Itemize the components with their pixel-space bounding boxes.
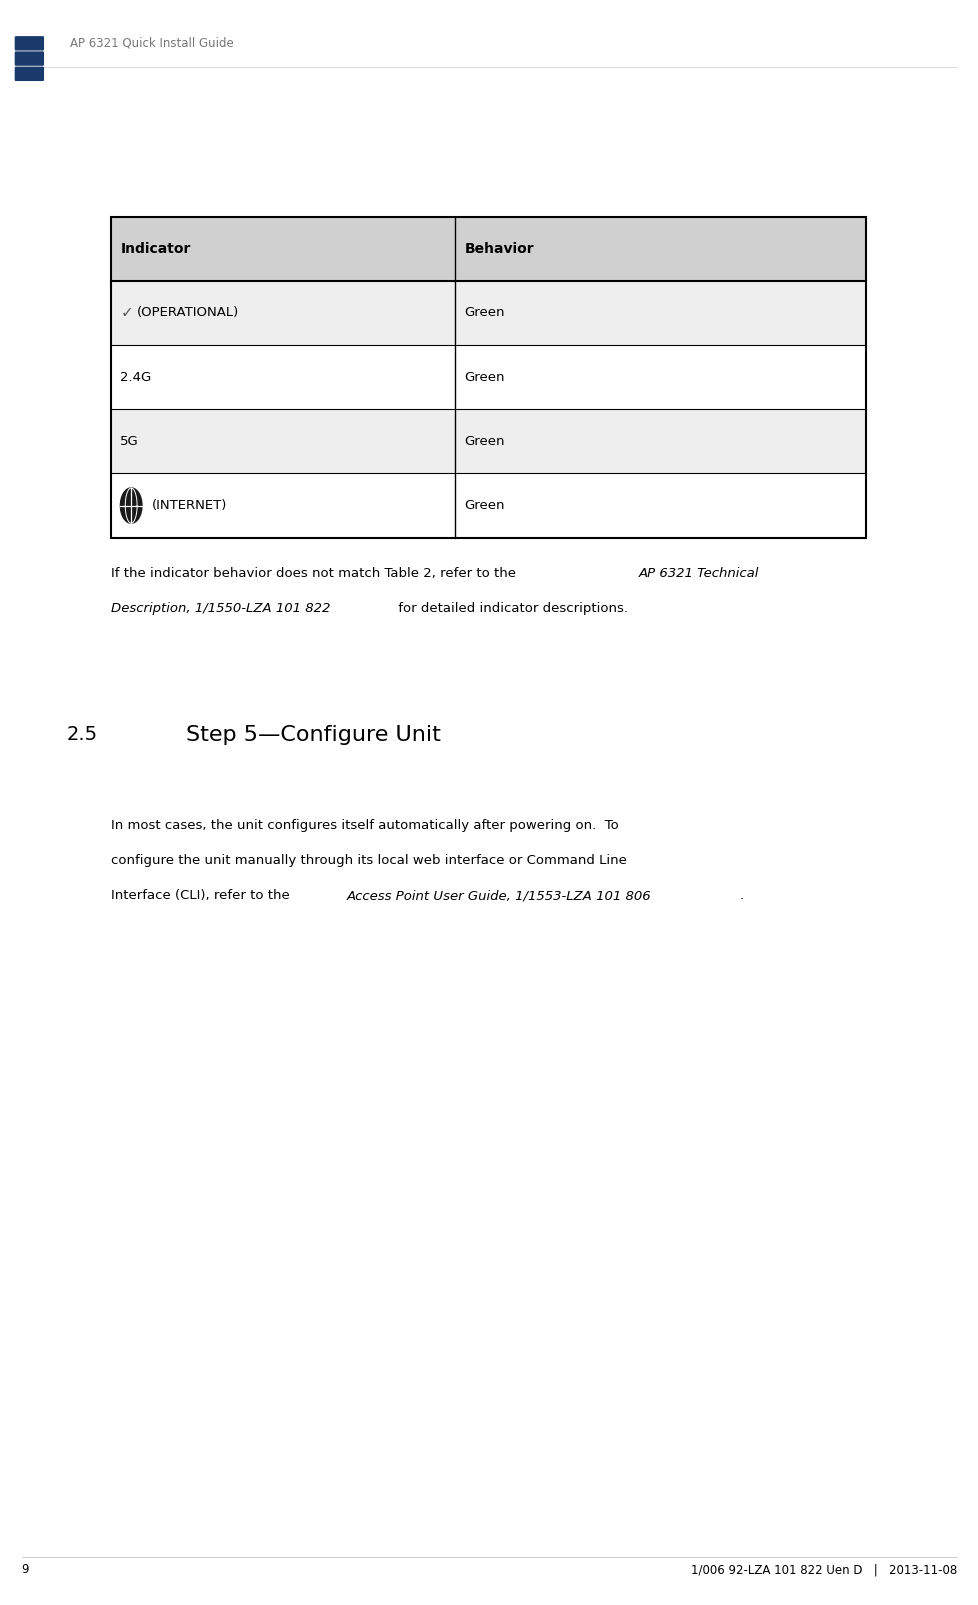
Text: Behavior: Behavior <box>464 242 533 255</box>
Text: AP 6321 Technical: AP 6321 Technical <box>638 567 758 579</box>
FancyBboxPatch shape <box>15 35 44 50</box>
FancyBboxPatch shape <box>15 51 44 66</box>
FancyBboxPatch shape <box>111 409 866 473</box>
Text: 2.4G: 2.4G <box>120 371 152 384</box>
Text: Interface (CLI), refer to the: Interface (CLI), refer to the <box>111 889 293 902</box>
FancyBboxPatch shape <box>111 217 866 281</box>
Text: Green: Green <box>464 435 505 448</box>
Text: In most cases, the unit configures itself automatically after powering on.  To: In most cases, the unit configures itsel… <box>111 819 618 831</box>
Text: 2.5: 2.5 <box>67 725 98 745</box>
Text: ✓: ✓ <box>120 305 133 321</box>
Text: configure the unit manually through its local web interface or Command Line: configure the unit manually through its … <box>111 854 626 867</box>
Text: AP 6321 Quick Install Guide: AP 6321 Quick Install Guide <box>70 37 234 50</box>
Text: for detailed indicator descriptions.: for detailed indicator descriptions. <box>393 602 627 615</box>
FancyBboxPatch shape <box>111 345 866 409</box>
Text: Green: Green <box>464 499 505 512</box>
Text: (OPERATIONAL): (OPERATIONAL) <box>137 307 239 319</box>
Text: 9: 9 <box>22 1563 29 1576</box>
FancyBboxPatch shape <box>111 281 866 345</box>
Text: Indicator: Indicator <box>120 242 191 255</box>
Text: If the indicator behavior does not match Table 2, refer to the: If the indicator behavior does not match… <box>111 567 519 579</box>
Text: 1/006 92-LZA 101 822 Uen D   |   2013-11-08: 1/006 92-LZA 101 822 Uen D | 2013-11-08 <box>690 1563 956 1576</box>
Circle shape <box>120 488 142 523</box>
Text: Step 5—Configure Unit: Step 5—Configure Unit <box>186 725 440 745</box>
Text: Green: Green <box>464 371 505 384</box>
Text: Access Point User Guide, 1/1553-LZA 101 806: Access Point User Guide, 1/1553-LZA 101 … <box>346 889 650 902</box>
Text: Green: Green <box>464 307 505 319</box>
FancyBboxPatch shape <box>15 66 44 80</box>
Text: Description, 1/1550-LZA 101 822: Description, 1/1550-LZA 101 822 <box>111 602 330 615</box>
FancyBboxPatch shape <box>111 473 866 538</box>
Text: (INTERNET): (INTERNET) <box>152 499 227 512</box>
Text: 5G: 5G <box>120 435 139 448</box>
Text: .: . <box>739 889 743 902</box>
